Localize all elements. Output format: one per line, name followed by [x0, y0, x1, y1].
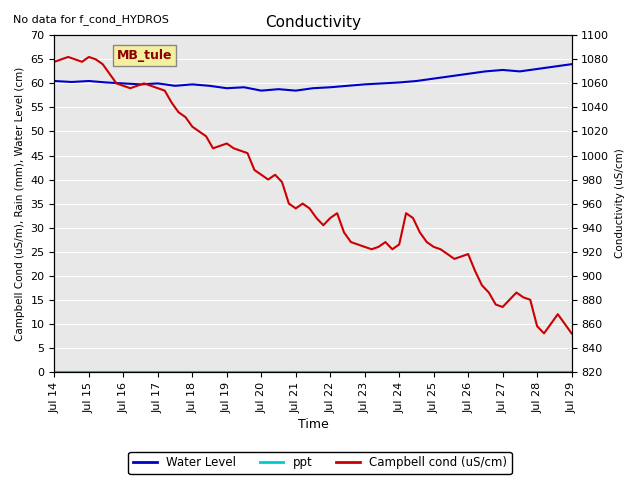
X-axis label: Time: Time: [298, 419, 328, 432]
Y-axis label: Campbell Cond (uS/m), Rain (mm), Water Level (cm): Campbell Cond (uS/m), Rain (mm), Water L…: [15, 66, 25, 341]
Y-axis label: Conductivity (uS/cm): Conductivity (uS/cm): [615, 149, 625, 258]
Title: Conductivity: Conductivity: [265, 15, 361, 30]
Legend: Water Level, ppt, Campbell cond (uS/cm): Water Level, ppt, Campbell cond (uS/cm): [128, 452, 512, 474]
Text: No data for f_cond_HYDROS: No data for f_cond_HYDROS: [13, 14, 169, 25]
Text: MB_tule: MB_tule: [116, 49, 172, 62]
